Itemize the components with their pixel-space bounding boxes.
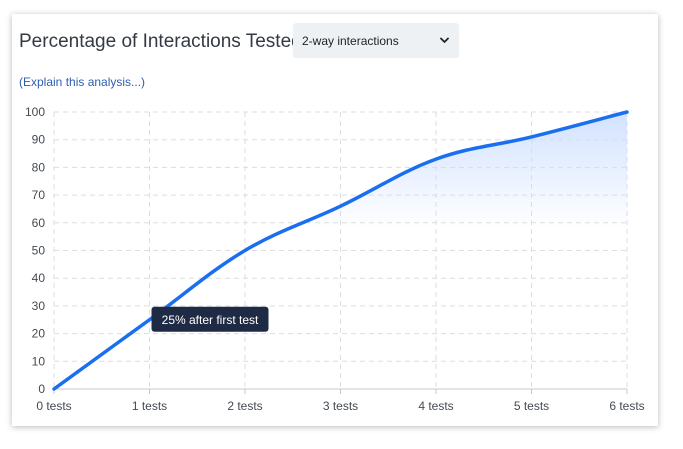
x-tick-label: 3 tests [323, 399, 358, 413]
panel-title: Percentage of Interactions Tested [19, 31, 302, 52]
select-value: 2-way interactions [302, 34, 399, 48]
y-axis: 0 10 20 30 40 50 60 70 80 90 100 [25, 105, 45, 396]
y-tick-label: 50 [32, 244, 46, 258]
x-tick-label: 1 tests [132, 399, 167, 413]
y-tick-label: 70 [32, 188, 46, 202]
y-tick-label: 20 [32, 327, 46, 341]
interaction-type-select[interactable]: 2-way interactions [293, 23, 459, 58]
y-tick-label: 60 [32, 216, 46, 230]
y-tick-label: 30 [32, 299, 46, 313]
chevron-down-icon [440, 37, 449, 43]
x-tick-label: 0 tests [36, 399, 71, 413]
x-tick-label: 5 tests [514, 399, 549, 413]
y-tick-label: 40 [32, 271, 46, 285]
coverage-line [52, 110, 629, 391]
y-tick-label: 90 [32, 133, 46, 147]
tooltip-box [151, 306, 269, 332]
x-axis: 0 tests 1 tests 2 tests 3 tests 4 tests 5 tes… [36, 389, 645, 413]
y-tick-label: 100 [25, 105, 45, 119]
tooltip-text: 25% after first test [162, 313, 259, 327]
x-tick-label: 6 tests [609, 399, 644, 413]
y-tick-label: 0 [38, 382, 45, 396]
y-tick-label: 10 [32, 354, 46, 368]
x-tick-label: 2 tests [227, 399, 262, 413]
y-tick-label: 80 [32, 160, 46, 174]
data-tooltip: 25% after first test [151, 306, 269, 332]
x-tick-label: 4 tests [418, 399, 453, 413]
explain-analysis-link[interactable]: (Explain this analysis...) [19, 75, 146, 89]
